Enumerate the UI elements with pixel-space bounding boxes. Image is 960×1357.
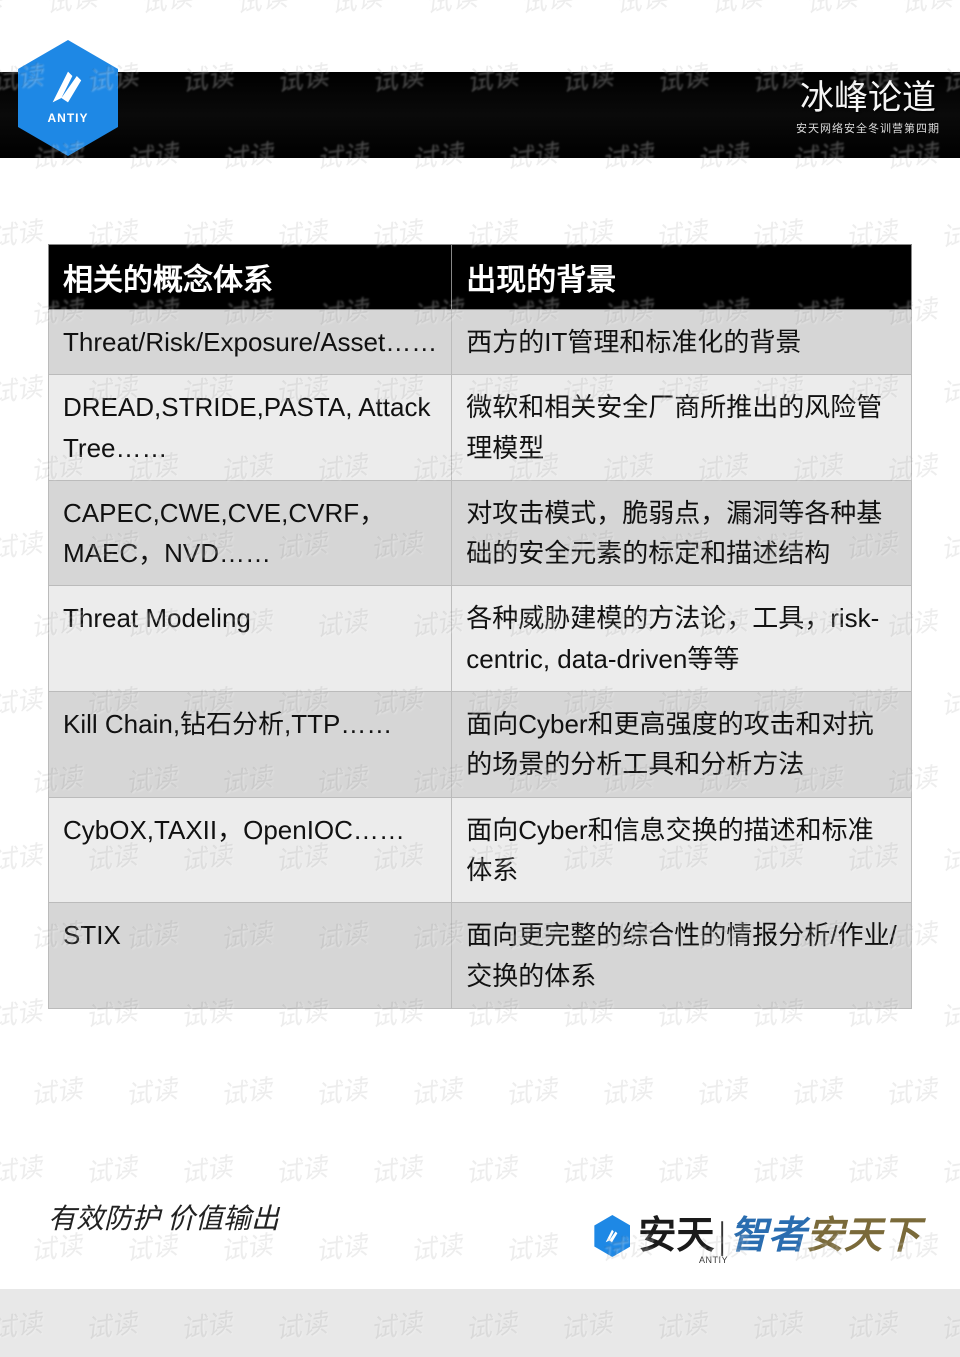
concepts-table: 相关的概念体系 出现的背景 Threat/Risk/Exposure/Asset…	[48, 244, 912, 1009]
watermark-text: 试读	[557, 1147, 614, 1191]
watermark-text: 试读	[367, 1147, 424, 1191]
watermark-text: 试读	[42, 0, 99, 20]
watermark-text: 试读	[937, 211, 960, 255]
watermark-text: 试读	[327, 0, 384, 20]
feather-icon	[46, 65, 90, 109]
table-cell: Threat/Risk/Exposure/Asset……	[49, 310, 452, 375]
footer-tag-1: 智者	[730, 1215, 806, 1257]
watermark-text: 试读	[787, 1069, 844, 1113]
watermark-text: 试读	[882, 1069, 939, 1113]
table-cell: 面向更完整的综合性的情报分析/作业/交换的体系	[452, 903, 912, 1009]
watermark-text: 试读	[937, 367, 960, 411]
table-row: CAPEC,CWE,CVE,CVRF，MAEC，NVD…… 对攻击模式，脆弱点，…	[49, 480, 912, 586]
watermark-text: 试读	[692, 1069, 749, 1113]
table-body: Threat/Risk/Exposure/Asset…… 西方的IT管理和标准化…	[49, 310, 912, 1009]
table-cell: 面向Cyber和信息交换的描述和标准体系	[452, 797, 912, 903]
table-cell: 面向Cyber和更高强度的攻击和对抗的场景的分析工具和分析方法	[452, 692, 912, 798]
watermark-text: 试读	[217, 1069, 274, 1113]
table-cell: 对攻击模式，脆弱点，漏洞等各种基础的安全元素的标定和描述结构	[452, 480, 912, 586]
watermark-text: 试读	[597, 1069, 654, 1113]
table-header-col0: 相关的概念体系	[49, 245, 452, 310]
watermark-text: 试读	[937, 835, 960, 879]
footer-brand-text: 安天|智者安天下	[638, 1217, 920, 1255]
table-cell: DREAD,STRIDE,PASTA, Attack Tree……	[49, 375, 452, 481]
watermark-text: 试读	[0, 523, 44, 567]
watermark-text: 试读	[177, 1147, 234, 1191]
watermark-text: 试读	[652, 1147, 709, 1191]
watermark-text: 试读	[502, 1225, 559, 1269]
watermark-text: 试读	[897, 0, 954, 20]
watermark-text: 试读	[802, 0, 859, 20]
watermark-text: 试读	[312, 1069, 369, 1113]
watermark-text: 试读	[462, 1147, 519, 1191]
table-row: DREAD,STRIDE,PASTA, Attack Tree…… 微软和相关安…	[49, 375, 912, 481]
watermark-text: 试读	[82, 1147, 139, 1191]
watermark-text: 试读	[707, 0, 764, 20]
footer-slogan: 有效防护 价值输出	[48, 1197, 279, 1237]
table-cell: 微软和相关安全厂商所推出的风险管理模型	[452, 375, 912, 481]
table-row: CybOX,TAXII，OpenIOC…… 面向Cyber和信息交换的描述和标准…	[49, 797, 912, 903]
header-subtitle: 安天网络安全冬训营第四期	[796, 120, 940, 136]
watermark-text: 试读	[937, 1147, 960, 1191]
watermark-text: 试读	[0, 367, 44, 411]
watermark-text: 试读	[937, 679, 960, 723]
watermark-text: 试读	[137, 0, 194, 20]
watermark-text: 试读	[747, 1147, 804, 1191]
footer-brand-name: 安天	[638, 1215, 714, 1257]
footer-tag-2: 安天下	[806, 1215, 920, 1257]
watermark-text: 试读	[312, 1225, 369, 1269]
table-cell: 西方的IT管理和标准化的背景	[452, 310, 912, 375]
watermark-text: 试读	[0, 1147, 44, 1191]
watermark-text: 试读	[517, 0, 574, 20]
header-right: 冰峰论道 安天网络安全冬训营第四期	[796, 82, 940, 136]
table-row: Threat/Risk/Exposure/Asset…… 西方的IT管理和标准化…	[49, 310, 912, 375]
table-row: STIX 面向更完整的综合性的情报分析/作业/交换的体系	[49, 903, 912, 1009]
watermark-text: 试读	[0, 0, 4, 20]
table-row: Kill Chain,钻石分析,TTP…… 面向Cyber和更高强度的攻击和对抗…	[49, 692, 912, 798]
watermark-text: 试读	[842, 1147, 899, 1191]
watermark-text: 试读	[0, 991, 44, 1035]
table-row: Threat Modeling 各种威胁建模的方法论，工具，risk-centr…	[49, 586, 912, 692]
table-cell: Kill Chain,钻石分析,TTP……	[49, 692, 452, 798]
watermark-text: 试读	[232, 0, 289, 20]
watermark-text: 试读	[937, 991, 960, 1035]
watermark-text: 试读	[0, 835, 44, 879]
watermark-text: 试读	[407, 1225, 464, 1269]
watermark-text: 试读	[27, 1069, 84, 1113]
table-cell: CybOX,TAXII，OpenIOC……	[49, 797, 452, 903]
table-cell: STIX	[49, 903, 452, 1009]
watermark-text: 试读	[937, 523, 960, 567]
table-cell: Threat Modeling	[49, 586, 452, 692]
watermark-text: 试读	[272, 1147, 329, 1191]
watermark-text: 试读	[407, 1069, 464, 1113]
footer-brand-block: 安天|智者安天下	[594, 1215, 920, 1257]
header-title-script: 冰峰论道	[796, 82, 940, 116]
logo-label: ANTIY	[48, 111, 89, 125]
bottom-band	[0, 1289, 960, 1357]
table-cell: 各种威胁建模的方法论，工具，risk-centric, data-driven等…	[452, 586, 912, 692]
table-header-col1: 出现的背景	[452, 245, 912, 310]
watermark-text: 试读	[612, 0, 669, 20]
logo-badge: ANTIY	[18, 40, 138, 180]
footer-logo-icon	[594, 1215, 630, 1257]
watermark-text: 试读	[422, 0, 479, 20]
watermark-text: 试读	[502, 1069, 559, 1113]
watermark-text: 试读	[122, 1069, 179, 1113]
watermark-text: 试读	[0, 679, 44, 723]
watermark-text: 试读	[0, 211, 44, 255]
table-cell: CAPEC,CWE,CVE,CVRF，MAEC，NVD……	[49, 480, 452, 586]
